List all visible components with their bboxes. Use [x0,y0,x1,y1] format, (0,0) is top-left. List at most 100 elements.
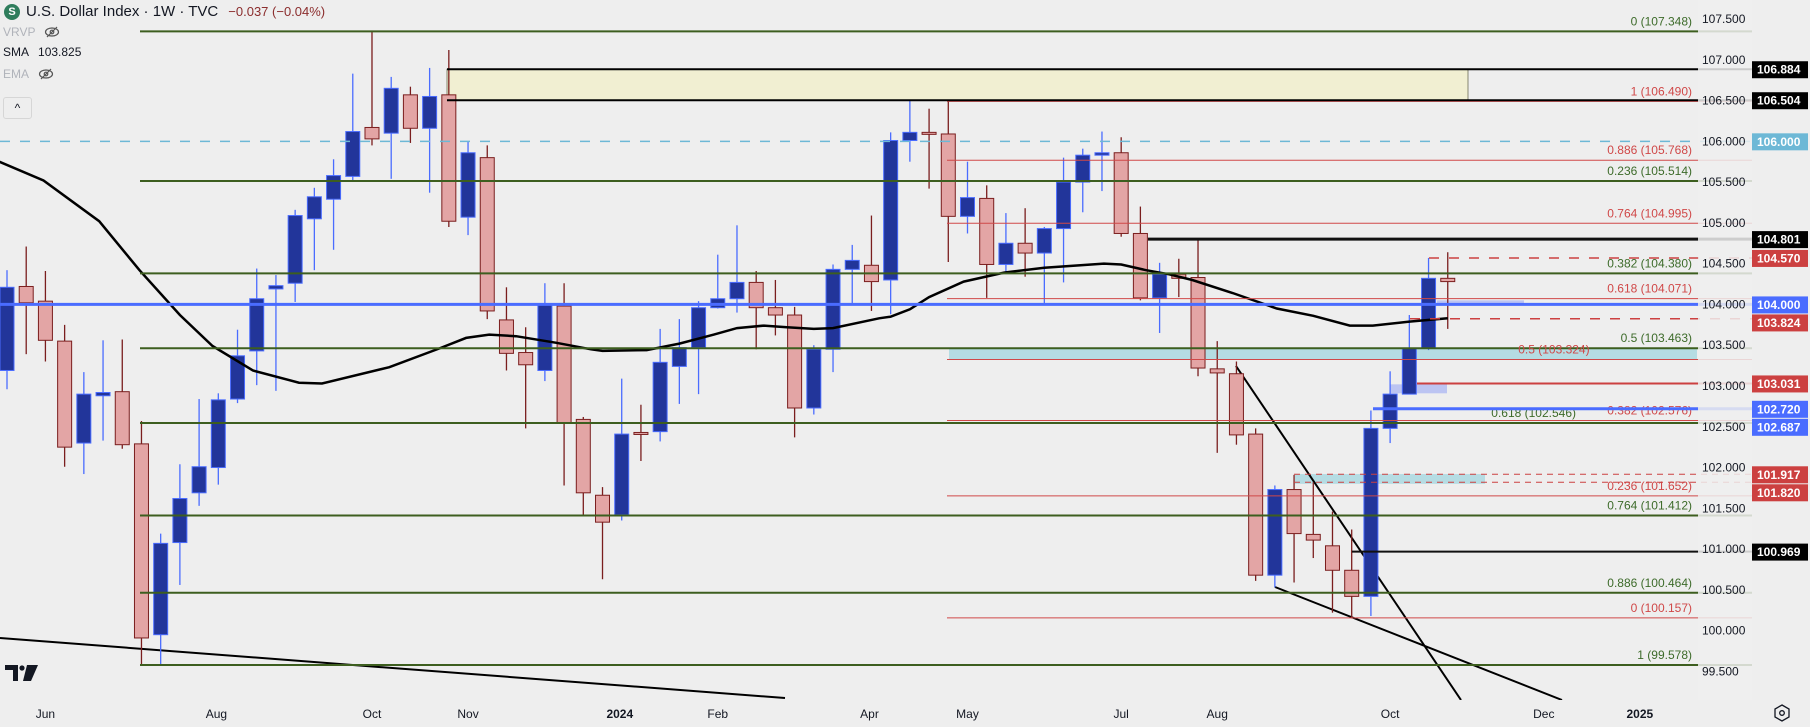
support-zone-box [1295,474,1485,484]
candle-body [883,140,899,281]
candle-down [1324,511,1340,613]
price-level-badge-label: 102.720 [1757,402,1801,416]
candle-down [1113,137,1129,237]
candle-up [191,399,207,506]
candle-up [460,141,476,236]
candle-body [1440,277,1456,283]
time-axis-label: Dec [1533,707,1554,721]
candle-body [1382,393,1398,429]
candle-body [191,466,207,494]
price-level-badge-label: 102.687 [1757,420,1801,434]
candle-body [133,443,149,639]
candle-body [364,126,380,140]
candle-down [595,487,611,580]
candle-body [326,175,342,200]
candle-body [37,300,53,341]
settings-gear-icon[interactable] [1773,704,1791,722]
candle-body [1075,154,1091,183]
price-level-badge-label: 103.824 [1757,316,1801,330]
price-level-badge [1752,400,1808,418]
candle-down [518,327,534,429]
candle-body [422,95,438,129]
price-axis-tick: 103.500 [1702,338,1746,352]
candle-body [902,131,918,142]
time-axis-label: Oct [363,707,382,721]
candle-body [114,391,130,446]
candle-up [883,132,899,315]
legend-vrvp[interactable]: VRVP [3,25,60,39]
fib-red-label: 0.236 (101.652) [1607,479,1692,493]
candle-up [1036,226,1052,304]
candle-body [614,433,630,516]
legend-sma-label: SMA [3,45,30,59]
candle-body [1421,277,1437,349]
candle-up [76,372,92,475]
candle-up [825,264,841,373]
gap-zone-box [1437,300,1524,305]
trendline [1274,586,1563,700]
fib-confluence-zone [949,348,1697,360]
time-axis-label: Aug [1207,707,1228,721]
candle-body [787,314,803,409]
candle-body [806,348,822,409]
candle-up [710,254,726,309]
price-axis-tick: 107.000 [1702,53,1746,67]
time-axis-label: 2024 [606,707,633,721]
candle-body [633,431,649,435]
tradingview-logo-icon[interactable] [5,665,39,685]
fib-green-label: 1 (99.578) [1637,648,1692,662]
candle-body [960,197,975,217]
candle-down [1190,239,1206,377]
price-axis-tick: 105.000 [1702,216,1746,230]
candle-body [979,197,995,265]
time-axis-label: Oct [1381,707,1400,721]
price-level-badge [1752,92,1808,110]
price-axis-tick: 101.500 [1702,501,1746,515]
price-axis-tick: 103.000 [1702,379,1746,393]
legend-vrvp-label: VRVP [3,25,36,39]
price-level-badge-label: 104.801 [1757,233,1801,247]
symbol-title[interactable]: U.S. Dollar Index · 1W · TVC [26,3,219,20]
candle-up [153,533,169,665]
candle-down [57,324,73,467]
candle-down [114,339,130,449]
legend-ema[interactable]: EMA [3,67,54,81]
eye-off-icon[interactable] [38,68,54,80]
candle-body [825,268,841,350]
legend-sma-value: 103.825 [38,45,82,59]
candle-body [1036,228,1052,254]
candle-body [671,347,687,367]
legend-sma[interactable]: SMA 103.825 [3,45,81,59]
trendline [1235,365,1462,700]
candle-body [1190,277,1206,369]
price-level-badge-label: 106.504 [1757,94,1801,108]
candle-down [1017,208,1033,277]
price-axis-background [1698,0,1752,700]
price-axis-tick: 101.000 [1702,542,1746,556]
price-axis-tick: 106.500 [1702,94,1746,108]
candle-body [748,281,764,309]
legend-collapse-button[interactable]: ^ [3,97,32,119]
candle-body [210,399,226,469]
price-level-badge-label: 104.000 [1757,298,1801,312]
candle-down [748,270,764,350]
candle-down [863,215,879,311]
candle-body [1152,273,1168,299]
time-axis-label: May [956,707,979,721]
candle-down [575,416,591,515]
candle-body [537,303,553,371]
candle-down [921,108,937,189]
price-level-badge [1752,133,1808,151]
candle-up [1401,315,1417,395]
candle-down [1132,206,1148,301]
candle-down [1228,361,1244,445]
candle-body [1401,347,1417,395]
price-axis-tick: 102.000 [1702,461,1746,475]
candle-body [729,281,745,300]
price-axis-tick: 107.500 [1702,12,1746,26]
candle-body [921,131,937,135]
price-level-badge-label: 100.969 [1757,545,1801,559]
candle-body [767,307,783,316]
eye-off-icon[interactable] [44,26,60,38]
